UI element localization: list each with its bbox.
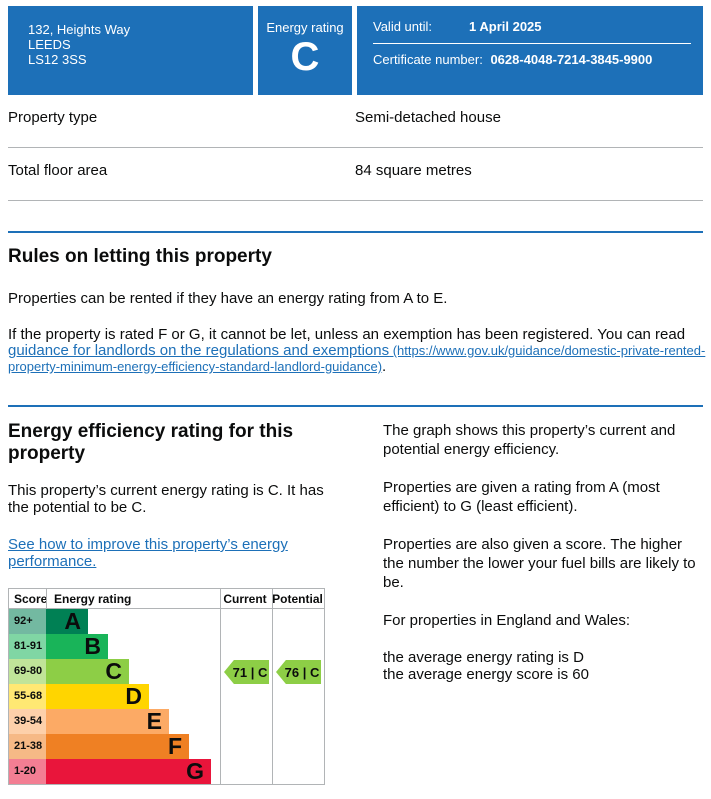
- valid-until-label: Valid until:: [373, 19, 433, 34]
- band-b-bar: B: [46, 633, 108, 659]
- efficiency-right-column: The graph shows this property’s current …: [383, 421, 703, 785]
- property-type-label: Property type: [8, 109, 98, 126]
- epc-band-row-d: 55-68 D: [9, 683, 324, 709]
- rating-column-header: Energy rating: [54, 591, 132, 606]
- section-divider: [8, 231, 703, 233]
- address-line-3: LS12 3SS: [28, 52, 87, 67]
- potential-column-line: [272, 589, 273, 784]
- band-e-score: 39-54: [9, 709, 46, 734]
- rules-section: Rules on letting this property Propertie…: [8, 246, 705, 375]
- valid-until-value: 1 April 2025: [469, 19, 542, 34]
- band-d-bar: D: [46, 683, 149, 709]
- band-f-bar: F: [46, 733, 189, 759]
- certificate-number-value: 0628-4048-7214-3845-9900: [490, 52, 653, 67]
- floor-area-label: Total floor area: [8, 162, 108, 179]
- score-explanation-paragraph: Properties are also given a score. The h…: [382, 536, 696, 591]
- efficiency-left-column: Energy efficiency rating for this proper…: [8, 421, 331, 785]
- band-f-score: 21-38: [9, 734, 46, 759]
- rules-paragraph-2-period: .: [382, 358, 387, 375]
- energy-rating-label: Energy rating: [266, 20, 344, 35]
- current-column-header: Current: [223, 591, 267, 606]
- current-rating-arrow: 71 | C: [224, 660, 269, 684]
- table-row: Property type Semi-detached house: [8, 95, 703, 148]
- band-a-bar: A: [46, 608, 88, 634]
- band-b-score: 81-91: [9, 634, 46, 659]
- address-line-2: LEEDS: [28, 37, 71, 52]
- rating-scale-paragraph: Properties are given a rating from A (mo…: [382, 479, 660, 515]
- rules-paragraph-2-text: If the property is rated F or G, it cann…: [8, 326, 686, 343]
- band-a-score: 92+: [9, 609, 46, 634]
- potential-rating-arrow: 76 | C: [276, 660, 321, 684]
- table-row: Total floor area 84 square metres: [8, 148, 703, 201]
- score-header-separator: [46, 589, 47, 609]
- section-divider: [8, 405, 703, 407]
- average-rating-line: the average energy rating is D: [382, 649, 584, 666]
- averages-block: the average energy rating is D the avera…: [383, 649, 703, 683]
- average-score-line: the average energy score is 60: [382, 666, 589, 683]
- epc-band-row-g: 1-20 G: [9, 758, 324, 784]
- potential-column-header: Potential: [272, 591, 323, 606]
- landlord-guidance-link-text: guidance for landlords on the regulation…: [8, 342, 390, 359]
- graph-description-paragraph: The graph shows this property’s current …: [382, 422, 676, 458]
- current-column-line: [220, 589, 221, 784]
- property-summary: Property type Semi-detached house Total …: [8, 95, 703, 201]
- valid-until-row: Valid until: 1 April 2025: [373, 19, 691, 34]
- efficiency-section: Energy efficiency rating for this proper…: [8, 421, 703, 785]
- epc-band-row-f: 21-38 F: [9, 733, 324, 759]
- epc-band-row-c: 69-80 C: [9, 658, 324, 684]
- energy-rating-box: Energy rating C: [258, 6, 352, 95]
- band-g-bar: G: [46, 758, 211, 784]
- rules-paragraph-2: If the property is rated F or G, it cann…: [8, 327, 711, 375]
- rules-paragraph-1: Properties can be rented if they have an…: [8, 290, 448, 307]
- epc-band-row-e: 39-54 E: [9, 708, 324, 734]
- band-g-score: 1-20: [9, 759, 46, 784]
- epc-band-row-a: 92+ A: [9, 608, 324, 634]
- band-e-bar: E: [46, 708, 169, 734]
- improve-performance-link[interactable]: See how to improve this property’s energ…: [8, 536, 288, 570]
- england-wales-paragraph: For properties in England and Wales:: [382, 612, 631, 629]
- landlord-guidance-link-url: (https://www.gov.uk/guidance/domestic-pr…: [8, 343, 706, 374]
- band-c-score: 69-80: [9, 659, 46, 684]
- validity-box: Valid until: 1 April 2025 Certificate nu…: [357, 6, 703, 95]
- property-type-value: Semi-detached house: [355, 109, 501, 126]
- certificate-number-row: Certificate number: 0628-4048-7214-3845-…: [373, 52, 691, 67]
- epc-chart-header: Score Energy rating Current Potential: [9, 589, 324, 609]
- property-address: 132, Heights Way LEEDS LS12 3SS: [8, 6, 253, 95]
- certificate-header: 132, Heights Way LEEDS LS12 3SS Energy r…: [8, 6, 703, 95]
- rules-heading: Rules on letting this property: [8, 246, 272, 267]
- epc-rating-chart: Score Energy rating Current Potential 92…: [8, 588, 325, 785]
- energy-rating-value: C: [290, 35, 320, 79]
- certificate-number-label: Certificate number:: [373, 52, 483, 67]
- floor-area-value: 84 square metres: [355, 162, 472, 179]
- efficiency-heading: Energy efficiency rating for this proper…: [8, 421, 294, 464]
- epc-band-row-b: 81-91 B: [9, 633, 324, 659]
- validity-divider: [373, 43, 691, 44]
- band-d-score: 55-68: [9, 684, 46, 709]
- address-line-1: 132, Heights Way: [28, 22, 131, 37]
- score-column-header: Score: [14, 591, 48, 606]
- efficiency-intro: This property’s current energy rating is…: [8, 482, 324, 516]
- landlord-guidance-link[interactable]: guidance for landlords on the regulation…: [8, 342, 705, 375]
- band-c-bar: C: [46, 658, 129, 684]
